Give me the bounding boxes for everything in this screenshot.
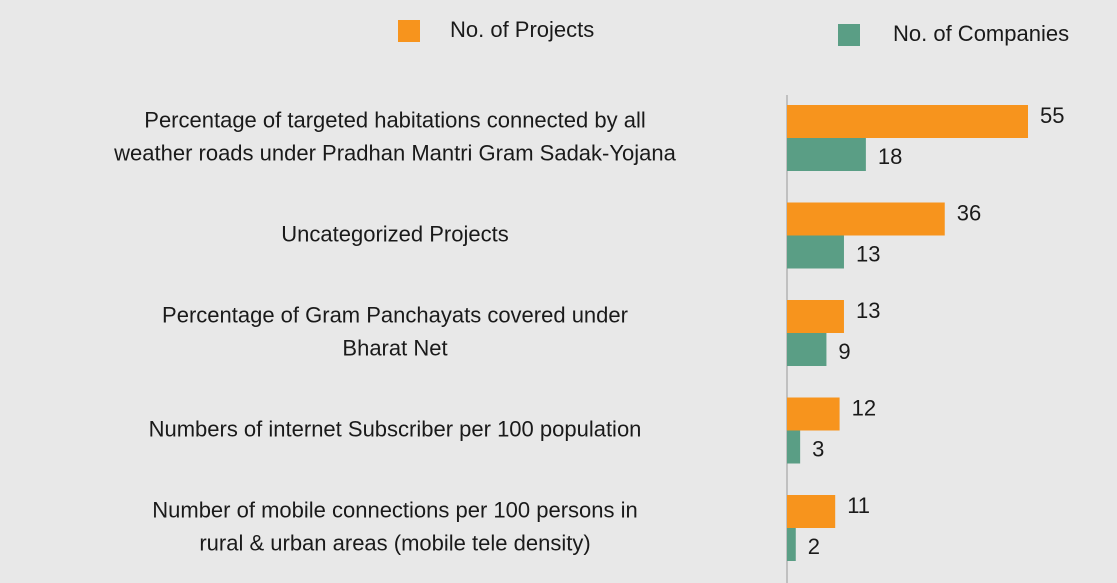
bar [787,333,827,366]
bar [787,138,866,171]
bar [787,495,836,528]
bar [787,300,844,333]
value-label: 13 [856,241,880,266]
value-label: 18 [878,144,902,169]
legend-label: No. of Projects [450,17,594,42]
bar [787,397,840,431]
value-label: 12 [852,395,876,420]
value-label: 2 [808,534,820,559]
category-label: Uncategorized Projects [281,221,508,246]
category-label: Percentage of Gram Panchayats covered un… [162,302,628,360]
bar [787,202,945,236]
legend-label: No. of Companies [893,21,1069,46]
value-label: 9 [838,339,850,364]
value-label: 11 [847,493,870,518]
bar [787,105,1028,138]
category-label: Percentage of targeted habitations conne… [113,107,676,165]
legend-swatch [398,20,420,42]
bar [787,235,844,269]
value-label: 3 [812,436,824,461]
category-label: Numbers of internet Subscriber per 100 p… [149,416,642,441]
bar [787,430,801,464]
value-label: 36 [957,200,981,225]
legend-swatch [838,24,860,46]
value-label: 13 [856,298,880,323]
value-label: 55 [1040,103,1064,128]
bar [787,528,796,561]
category-label: Number of mobile connections per 100 per… [152,497,638,555]
